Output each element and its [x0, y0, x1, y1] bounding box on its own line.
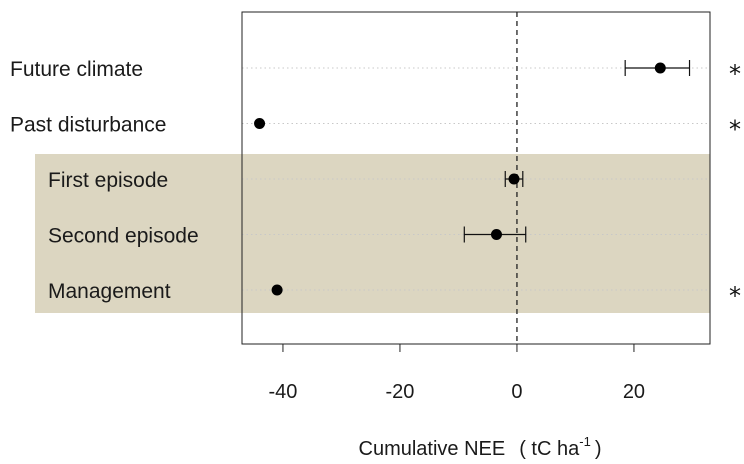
- x-tick-label: -20: [385, 381, 414, 403]
- highlight-band: [35, 154, 710, 313]
- category-labels: Future climate Past disturbance First epis…: [10, 58, 199, 303]
- data-point: [254, 118, 266, 129]
- data-marks: [254, 60, 691, 296]
- data-point: [490, 229, 502, 240]
- x-tick-label: -40: [268, 381, 297, 403]
- category-label: Past disturbance: [10, 114, 166, 137]
- significance-star: *: [729, 282, 741, 310]
- category-label: First episode: [48, 169, 168, 192]
- x-tick-label: 20: [623, 381, 645, 403]
- category-label: Future climate: [10, 58, 143, 81]
- data-point: [508, 173, 520, 185]
- x-axis-unit-suffix: ): [595, 438, 602, 460]
- category-label: Management: [48, 280, 171, 303]
- significance-star: *: [729, 60, 741, 88]
- significance-markers: * * *: [729, 60, 741, 310]
- x-axis-label-main: Cumulative NEE: [359, 438, 506, 460]
- category-label: Second episode: [48, 225, 199, 248]
- x-axis-unit-exponent: -1: [579, 434, 591, 449]
- x-axis-label: Cumulative NEE ( tC ha-1): [359, 434, 602, 460]
- data-point: [654, 62, 666, 74]
- x-tick-label: 0: [511, 381, 522, 403]
- x-axis-unit-prefix: ( tC ha: [519, 438, 580, 460]
- data-point: [271, 284, 283, 296]
- significance-star: *: [729, 116, 741, 144]
- x-axis: -40 -20 0 20: [268, 343, 645, 403]
